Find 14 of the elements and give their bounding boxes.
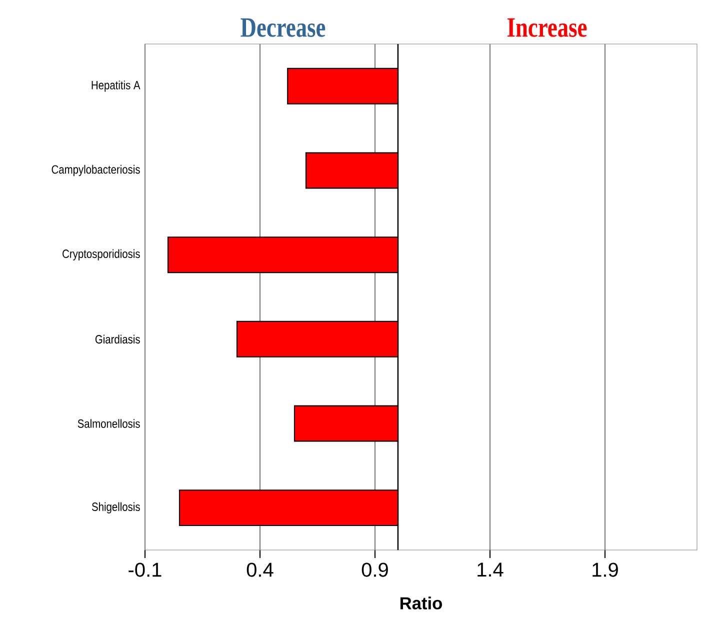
y-tick-label: Salmonellosis xyxy=(78,419,140,428)
y-tick-label: Shigellosis xyxy=(92,502,140,514)
x-axis-title: Ratio xyxy=(400,596,442,610)
x-tick-label: -0.1 xyxy=(128,562,162,577)
text: Decrease xyxy=(240,18,326,37)
y-tick-label: Hepatitis A xyxy=(92,80,140,92)
x-tick-label: 0.4 xyxy=(246,562,274,577)
y-tick-label: Cryptosporidiosis xyxy=(62,249,140,260)
y-tick-label: Campylobacteriosis xyxy=(52,164,140,176)
x-tick-label: 1.4 xyxy=(478,562,504,576)
y-tick-label: Giardiasis xyxy=(95,334,140,344)
text: Increase xyxy=(508,18,587,37)
x-tick-label: 0.9 xyxy=(362,562,388,577)
x-tick-label: 1.9 xyxy=(592,562,618,577)
